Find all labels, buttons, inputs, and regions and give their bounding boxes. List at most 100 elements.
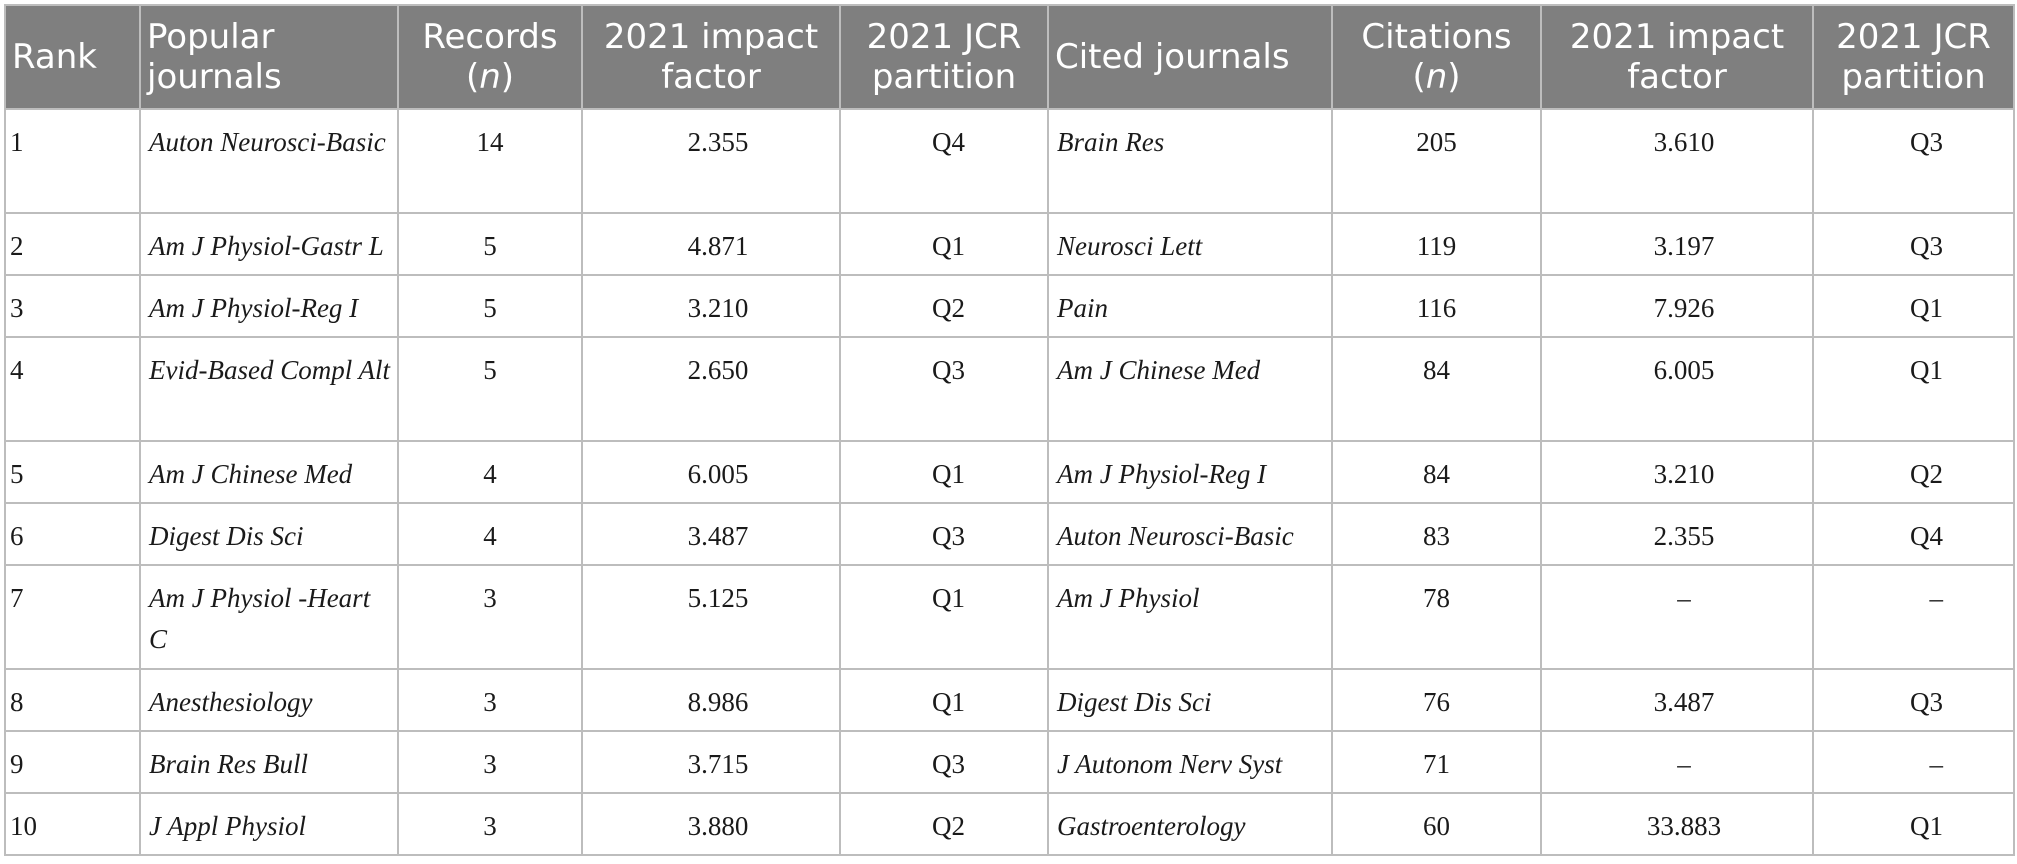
- jcr-partition-cell: Q1: [839, 668, 1049, 732]
- table-row: 5 Am J Chinese Med 4 6.005 Q1 Am J Physiol-Re…: [4, 440, 2015, 504]
- cited-impact-factor-cell: 3.610: [1540, 108, 1814, 214]
- header-records-label: Records: [422, 17, 558, 57]
- popular-journal-cell: Am J Physiol -Heart C: [139, 564, 399, 670]
- jcr-partition-cell: Q2: [839, 792, 1049, 856]
- table-row: 2 Am J Physiol-Gastr L 5 4.871 Q1 Neurosci Le…: [4, 212, 2015, 276]
- cited-impact-factor-cell: 3.487: [1540, 668, 1814, 732]
- impact-factor-cell: 3.210: [581, 274, 841, 338]
- impact-factor-cell: 2.355: [581, 108, 841, 214]
- records-cell: 4: [397, 440, 583, 504]
- header-impact-factor: 2021 impact factor: [581, 4, 841, 110]
- table-row: 9 Brain Res Bull 3 3.715 Q3 J Autonom Nerv Sy…: [4, 730, 2015, 794]
- cited-jcr-partition-cell: Q3: [1812, 668, 2015, 732]
- cited-jcr-partition-cell: Q3: [1812, 108, 2015, 214]
- rank-cell: 3: [4, 274, 141, 338]
- impact-factor-cell: 3.715: [581, 730, 841, 794]
- header-citations: Citations (n): [1331, 4, 1542, 110]
- citations-cell: 71: [1331, 730, 1542, 794]
- citations-cell: 60: [1331, 792, 1542, 856]
- jcr-partition-cell: Q1: [839, 564, 1049, 670]
- popular-journal-cell: Digest Dis Sci: [139, 502, 399, 566]
- popular-journal-cell: J Appl Physiol: [139, 792, 399, 856]
- cited-jcr-partition-cell: –: [1812, 730, 2015, 794]
- jcr-partition-cell: Q2: [839, 274, 1049, 338]
- rank-cell: 7: [4, 564, 141, 670]
- rank-cell: 2: [4, 212, 141, 276]
- cited-impact-factor-cell: 6.005: [1540, 336, 1814, 442]
- jcr-partition-cell: Q3: [839, 336, 1049, 442]
- jcr-partition-cell: Q3: [839, 502, 1049, 566]
- cited-journal-cell: Am J Physiol: [1047, 564, 1333, 670]
- citations-cell: 76: [1331, 668, 1542, 732]
- table-row: 7 Am J Physiol -Heart C 3 5.125 Q1 Am J Physi…: [4, 564, 2015, 670]
- cited-jcr-partition-cell: Q1: [1812, 792, 2015, 856]
- header-citations-unit: n: [1425, 57, 1448, 97]
- header-cited-journals: Cited journals: [1047, 4, 1333, 110]
- header-cited-jcr-partition: 2021 JCR partition: [1812, 4, 2015, 110]
- records-cell: 14: [397, 108, 583, 214]
- citations-cell: 205: [1331, 108, 1542, 214]
- citations-cell: 84: [1331, 336, 1542, 442]
- cited-jcr-partition-cell: Q2: [1812, 440, 2015, 504]
- citations-cell: 78: [1331, 564, 1542, 670]
- cited-journal-cell: Gastroenterology: [1047, 792, 1333, 856]
- records-cell: 3: [397, 792, 583, 856]
- header-cited-impact-factor: 2021 impact factor: [1540, 4, 1814, 110]
- citations-cell: 84: [1331, 440, 1542, 504]
- cited-journal-cell: Pain: [1047, 274, 1333, 338]
- records-cell: 5: [397, 274, 583, 338]
- cited-impact-factor-cell: 33.883: [1540, 792, 1814, 856]
- cited-jcr-partition-cell: Q1: [1812, 336, 2015, 442]
- jcr-partition-cell: Q4: [839, 108, 1049, 214]
- table-body: 1 Auton Neurosci-Basic 14 2.355 Q4 Brain Res 2…: [4, 108, 2015, 856]
- header-popular-journals: Popular journals: [139, 4, 399, 110]
- records-cell: 5: [397, 212, 583, 276]
- popular-journal-cell: Evid-Based Compl Alt: [139, 336, 399, 442]
- rank-cell: 5: [4, 440, 141, 504]
- rank-cell: 8: [4, 668, 141, 732]
- cited-impact-factor-cell: 3.197: [1540, 212, 1814, 276]
- cited-impact-factor-cell: –: [1540, 564, 1814, 670]
- table-row: 10 J Appl Physiol 3 3.880 Q2 Gastroenterology…: [4, 792, 2015, 856]
- popular-journal-cell: Am J Physiol-Gastr L: [139, 212, 399, 276]
- journals-table: Rank Popular journals Records (n) 2021 im…: [4, 4, 2015, 856]
- table-row: 3 Am J Physiol-Reg I 5 3.210 Q2 Pain 116 7.926 Q…: [4, 274, 2015, 338]
- citations-cell: 119: [1331, 212, 1542, 276]
- table-row: 6 Digest Dis Sci 4 3.487 Q3 Auton Neurosci-Ba…: [4, 502, 2015, 566]
- impact-factor-cell: 6.005: [581, 440, 841, 504]
- jcr-partition-cell: Q3: [839, 730, 1049, 794]
- cited-journal-cell: Neurosci Lett: [1047, 212, 1333, 276]
- popular-journal-cell: Am J Chinese Med: [139, 440, 399, 504]
- cited-jcr-partition-cell: Q4: [1812, 502, 2015, 566]
- cited-impact-factor-cell: 7.926: [1540, 274, 1814, 338]
- header-citations-label: Citations: [1361, 17, 1512, 57]
- records-cell: 5: [397, 336, 583, 442]
- cited-jcr-partition-cell: Q1: [1812, 274, 2015, 338]
- jcr-partition-cell: Q1: [839, 440, 1049, 504]
- table-row: 8 Anesthesiology 3 8.986 Q1 Digest Dis Sci 76 3…: [4, 668, 2015, 732]
- records-cell: 3: [397, 564, 583, 670]
- cited-impact-factor-cell: 3.210: [1540, 440, 1814, 504]
- cited-journal-cell: Digest Dis Sci: [1047, 668, 1333, 732]
- impact-factor-cell: 3.487: [581, 502, 841, 566]
- cited-impact-factor-cell: 2.355: [1540, 502, 1814, 566]
- citations-cell: 116: [1331, 274, 1542, 338]
- records-cell: 3: [397, 668, 583, 732]
- rank-cell: 10: [4, 792, 141, 856]
- rank-cell: 6: [4, 502, 141, 566]
- header-row: Rank Popular journals Records (n) 2021 im…: [4, 4, 2015, 110]
- impact-factor-cell: 5.125: [581, 564, 841, 670]
- cited-jcr-partition-cell: –: [1812, 564, 2015, 670]
- cited-journal-cell: J Autonom Nerv Syst: [1047, 730, 1333, 794]
- cited-journal-cell: Am J Physiol-Reg I: [1047, 440, 1333, 504]
- impact-factor-cell: 2.650: [581, 336, 841, 442]
- header-rank: Rank: [4, 4, 141, 110]
- impact-factor-cell: 8.986: [581, 668, 841, 732]
- rank-cell: 4: [4, 336, 141, 442]
- header-records-unit: n: [479, 57, 501, 97]
- rank-cell: 9: [4, 730, 141, 794]
- cited-journal-cell: Brain Res: [1047, 108, 1333, 214]
- impact-factor-cell: 3.880: [581, 792, 841, 856]
- cited-journal-cell: Auton Neurosci-Basic: [1047, 502, 1333, 566]
- jcr-partition-cell: Q1: [839, 212, 1049, 276]
